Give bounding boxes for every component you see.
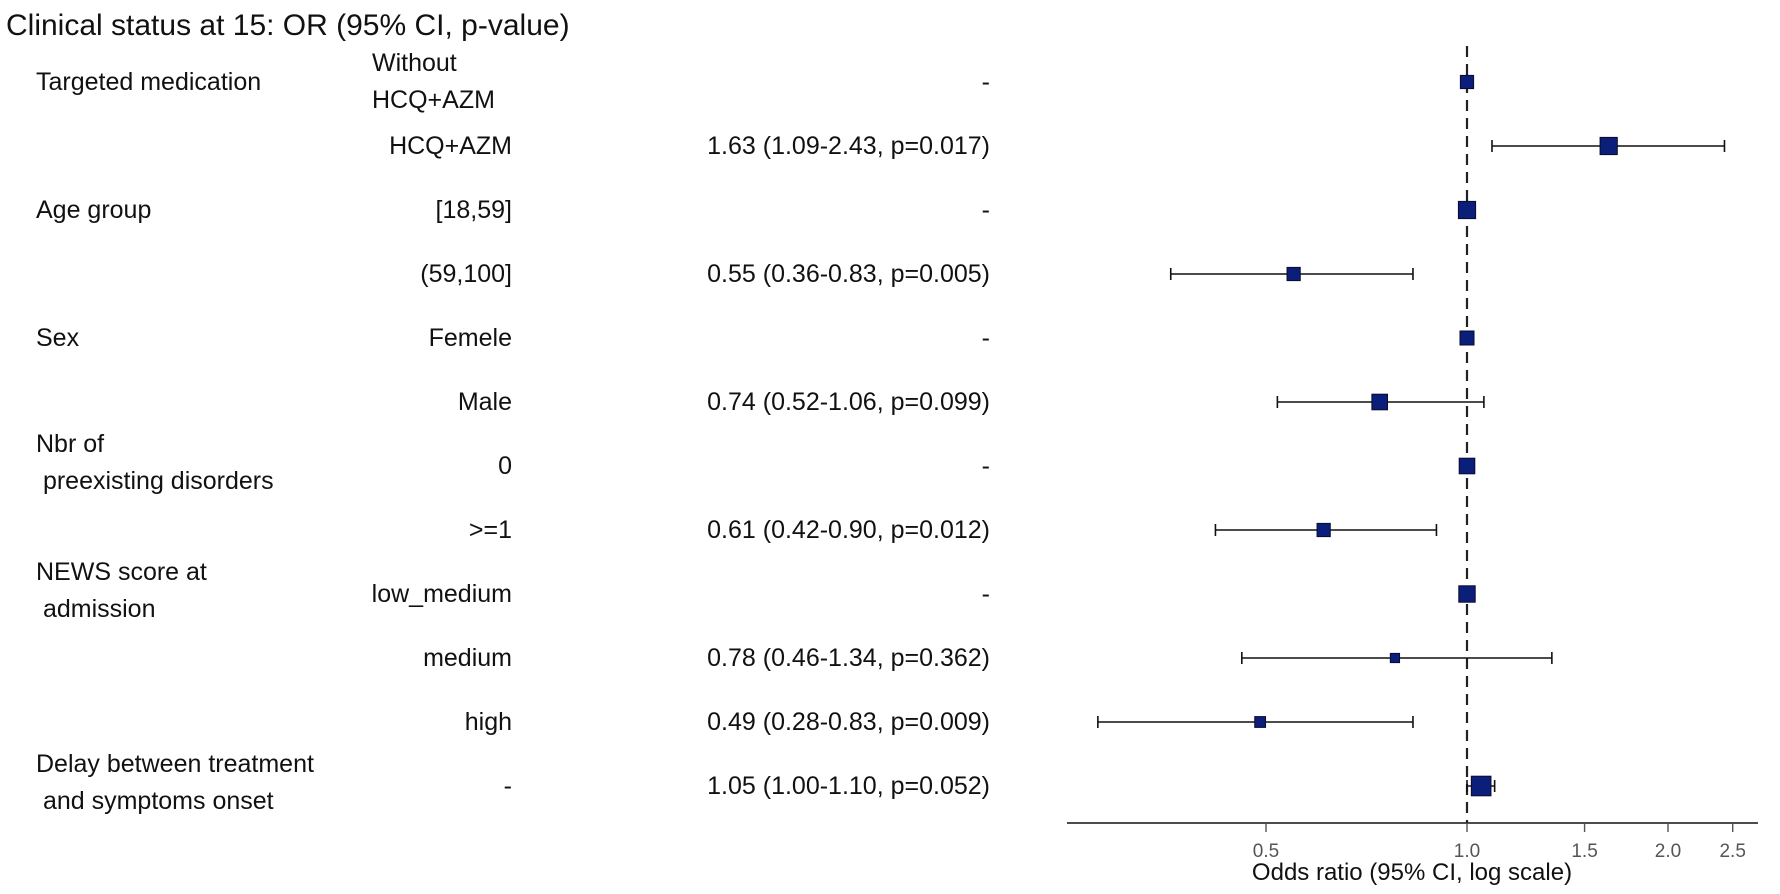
point-marker-10 bbox=[1254, 716, 1267, 728]
point-marker-5 bbox=[1371, 393, 1388, 411]
row-level-10: high bbox=[464, 708, 512, 736]
row-level-1: HCQ+AZM bbox=[389, 132, 512, 160]
row-level-11: - bbox=[503, 772, 512, 800]
row-level-5: Male bbox=[457, 388, 512, 416]
row-label-8: NEWS score at admission bbox=[36, 558, 207, 623]
point-marker-1 bbox=[1599, 136, 1618, 156]
x-tick-label-4: 2.5 bbox=[1719, 841, 1745, 862]
row-level-7: >=1 bbox=[468, 516, 512, 544]
row-estimate-5: 0.74 (0.52-1.06, p=0.099) bbox=[707, 388, 990, 416]
row-estimate-7: 0.61 (0.42-0.90, p=0.012) bbox=[707, 516, 990, 544]
point-marker-6 bbox=[1458, 457, 1476, 475]
row-level-0: Without HCQ+AZM bbox=[372, 49, 495, 114]
row-label-2: Age group bbox=[36, 196, 152, 224]
row-label-11: Delay between treatment and symptoms ons… bbox=[36, 750, 314, 815]
point-marker-8 bbox=[1458, 585, 1476, 603]
point-marker-11 bbox=[1470, 775, 1492, 797]
row-estimate-3: 0.55 (0.36-0.83, p=0.005) bbox=[707, 260, 990, 288]
x-axis-title: Odds ratio (95% CI, log scale) bbox=[1252, 859, 1572, 886]
row-estimate-9: 0.78 (0.46-1.34, p=0.362) bbox=[707, 644, 990, 672]
row-level-8: low_medium bbox=[371, 580, 512, 608]
point-marker-4 bbox=[1459, 330, 1475, 346]
x-tick-label-0: 0.5 bbox=[1253, 841, 1279, 862]
row-estimate-0: - bbox=[981, 68, 990, 96]
row-estimate-11: 1.05 (1.00-1.10, p=0.052) bbox=[707, 772, 990, 800]
point-marker-0 bbox=[1459, 74, 1475, 90]
row-estimate-1: 1.63 (1.09-2.43, p=0.017) bbox=[707, 132, 990, 160]
row-level-4: Femele bbox=[428, 324, 512, 352]
row-level-6: 0 bbox=[498, 452, 512, 480]
point-marker-3 bbox=[1286, 266, 1301, 282]
point-marker-2 bbox=[1457, 200, 1477, 220]
point-marker-9 bbox=[1389, 652, 1401, 664]
x-tick-label-1: 1.0 bbox=[1454, 841, 1480, 862]
row-estimate-2: - bbox=[981, 196, 990, 224]
point-marker-7 bbox=[1316, 522, 1331, 538]
row-label-6: Nbr of preexisting disorders bbox=[36, 430, 274, 495]
row-label-0: Targeted medication bbox=[36, 68, 262, 96]
row-estimate-8: - bbox=[981, 580, 990, 608]
row-estimate-10: 0.49 (0.28-0.83, p=0.009) bbox=[707, 708, 990, 736]
row-estimate-4: - bbox=[981, 324, 990, 352]
chart-title: Clinical status at 15: OR (95% CI, p-val… bbox=[6, 9, 570, 42]
x-tick-label-3: 2.0 bbox=[1655, 841, 1681, 862]
row-level-3: (59,100] bbox=[420, 260, 512, 288]
row-estimate-6: - bbox=[981, 452, 990, 480]
row-level-2: [18,59] bbox=[435, 196, 512, 224]
row-level-9: medium bbox=[423, 644, 512, 672]
row-label-4: Sex bbox=[36, 324, 80, 352]
x-tick-label-2: 1.5 bbox=[1571, 841, 1597, 862]
